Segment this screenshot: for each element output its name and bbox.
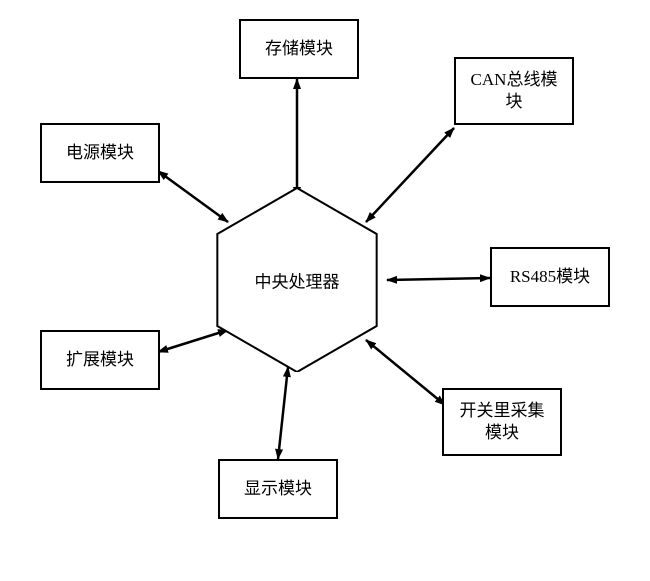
node-storage: 存储模块 [239,19,359,79]
node-display: 显示模块 [218,459,338,519]
center-node: 中央处理器 [205,188,389,372]
diagram-canvas: 中央处理器 存储模块 CAN总线模 块电源模块 RS485模块扩展模块开关里采集 模… [0,0,650,581]
node-expansion: 扩展模块 [40,330,160,390]
node-label: 电源模块 [66,142,134,164]
node-label: 扩展模块 [66,349,134,371]
node-label: CAN总线模 块 [471,69,558,113]
edge-rs485 [387,278,490,280]
node-label: 开关里采集 模块 [460,400,545,444]
node-switch: 开关里采集 模块 [442,388,562,456]
node-label: RS485模块 [510,266,590,288]
edge-display [278,367,288,459]
node-label: 存储模块 [265,38,333,60]
node-power: 电源模块 [40,123,160,183]
node-label: 显示模块 [244,478,312,500]
center-node-label: 中央处理器 [255,268,340,293]
node-rs485: RS485模块 [490,247,610,307]
node-can-bus: CAN总线模 块 [454,57,574,125]
